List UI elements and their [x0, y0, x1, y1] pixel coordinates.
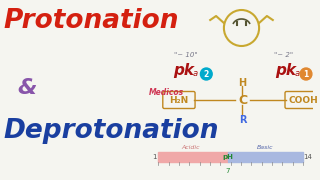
Text: "~ 2": "~ 2": [274, 52, 293, 58]
Text: Medicos: Medicos: [148, 88, 184, 97]
Bar: [158, 152, 228, 162]
Text: pH: pH: [222, 154, 233, 160]
Text: 1: 1: [303, 69, 309, 78]
Text: COOH: COOH: [288, 96, 318, 105]
Bar: [228, 152, 303, 162]
Text: Deprotonation: Deprotonation: [4, 118, 220, 144]
Text: pk: pk: [275, 63, 296, 78]
Circle shape: [300, 68, 312, 80]
Text: a: a: [294, 69, 300, 78]
Text: pk: pk: [173, 63, 194, 78]
Text: Basic: Basic: [257, 145, 274, 150]
Text: &: &: [18, 78, 37, 98]
Circle shape: [200, 68, 212, 80]
Text: H₂N: H₂N: [169, 96, 188, 105]
Text: H: H: [238, 78, 246, 88]
Text: C: C: [238, 93, 247, 107]
Text: 2: 2: [204, 69, 209, 78]
Text: R: R: [239, 115, 246, 125]
Text: Acidic: Acidic: [181, 145, 199, 150]
Text: 1: 1: [152, 154, 157, 160]
Text: a: a: [193, 69, 198, 78]
Text: 14: 14: [304, 154, 312, 160]
Text: Protonation: Protonation: [4, 8, 180, 34]
Text: "~ 10": "~ 10": [174, 52, 198, 58]
Text: 7: 7: [226, 168, 230, 174]
